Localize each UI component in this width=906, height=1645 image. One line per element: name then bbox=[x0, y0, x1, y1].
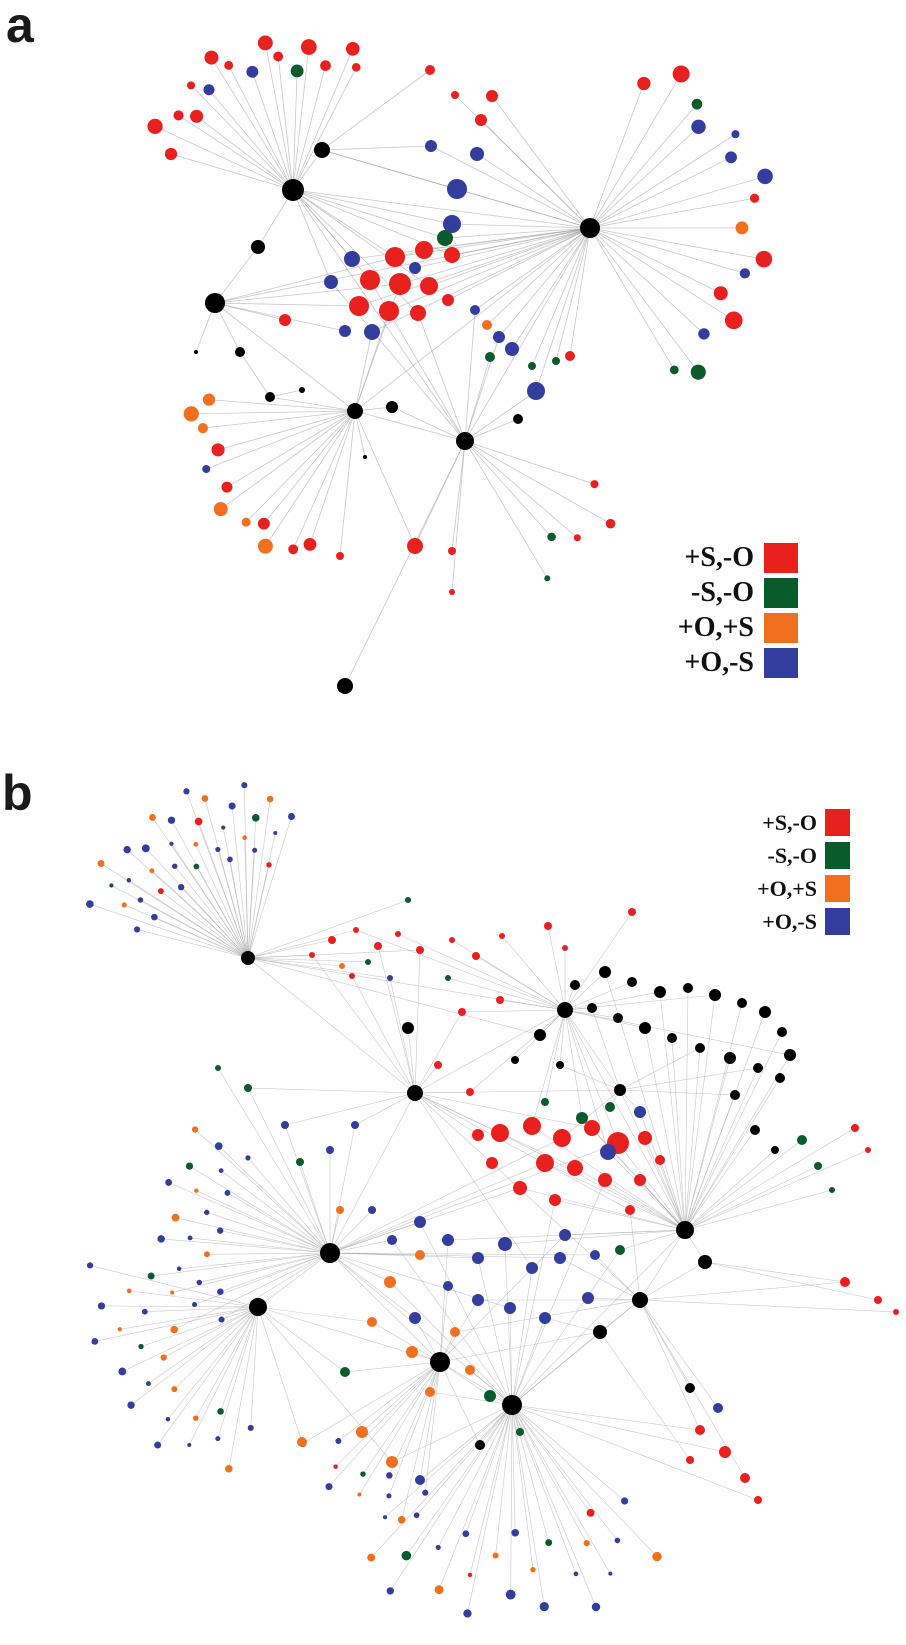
legend-swatch-red bbox=[764, 542, 798, 573]
legend-label: -S,-O bbox=[691, 576, 754, 608]
legend-panel-a: +S,-O -S,-O +O,+S +O,-S bbox=[598, 540, 798, 680]
legend-label: -S,-O bbox=[767, 842, 818, 868]
panel-a-label: a bbox=[6, 0, 34, 53]
legend-label: +S,-O bbox=[762, 809, 817, 835]
legend-entry: +S,-O bbox=[598, 540, 798, 575]
legend-label: +O,-S bbox=[762, 908, 817, 934]
legend-swatch-orange bbox=[825, 875, 850, 902]
legend-swatch-green bbox=[764, 577, 798, 608]
legend-swatch-green bbox=[825, 842, 850, 869]
legend-entry: -S,-O bbox=[690, 839, 850, 872]
legend-entry: -S,-O bbox=[598, 575, 798, 610]
legend-entry: +O,+S bbox=[598, 610, 798, 645]
legend-label: +O,+S bbox=[677, 611, 754, 643]
legend-swatch-blue bbox=[764, 647, 798, 678]
legend-entry: +O,-S bbox=[598, 645, 798, 680]
legend-swatch-blue bbox=[825, 908, 850, 935]
legend-entry: +O,-S bbox=[690, 905, 850, 938]
legend-swatch-red bbox=[825, 809, 850, 836]
legend-label: +O,-S bbox=[684, 646, 754, 678]
legend-entry: +O,+S bbox=[690, 872, 850, 905]
legend-entry: +S,-O bbox=[690, 806, 850, 839]
legend-label: +S,-O bbox=[684, 541, 754, 573]
legend-panel-b: +S,-O -S,-O +O,+S +O,-S bbox=[690, 806, 850, 938]
panel-b-label: b bbox=[2, 765, 33, 821]
legend-swatch-orange bbox=[764, 612, 798, 643]
legend-label: +O,+S bbox=[757, 875, 817, 901]
